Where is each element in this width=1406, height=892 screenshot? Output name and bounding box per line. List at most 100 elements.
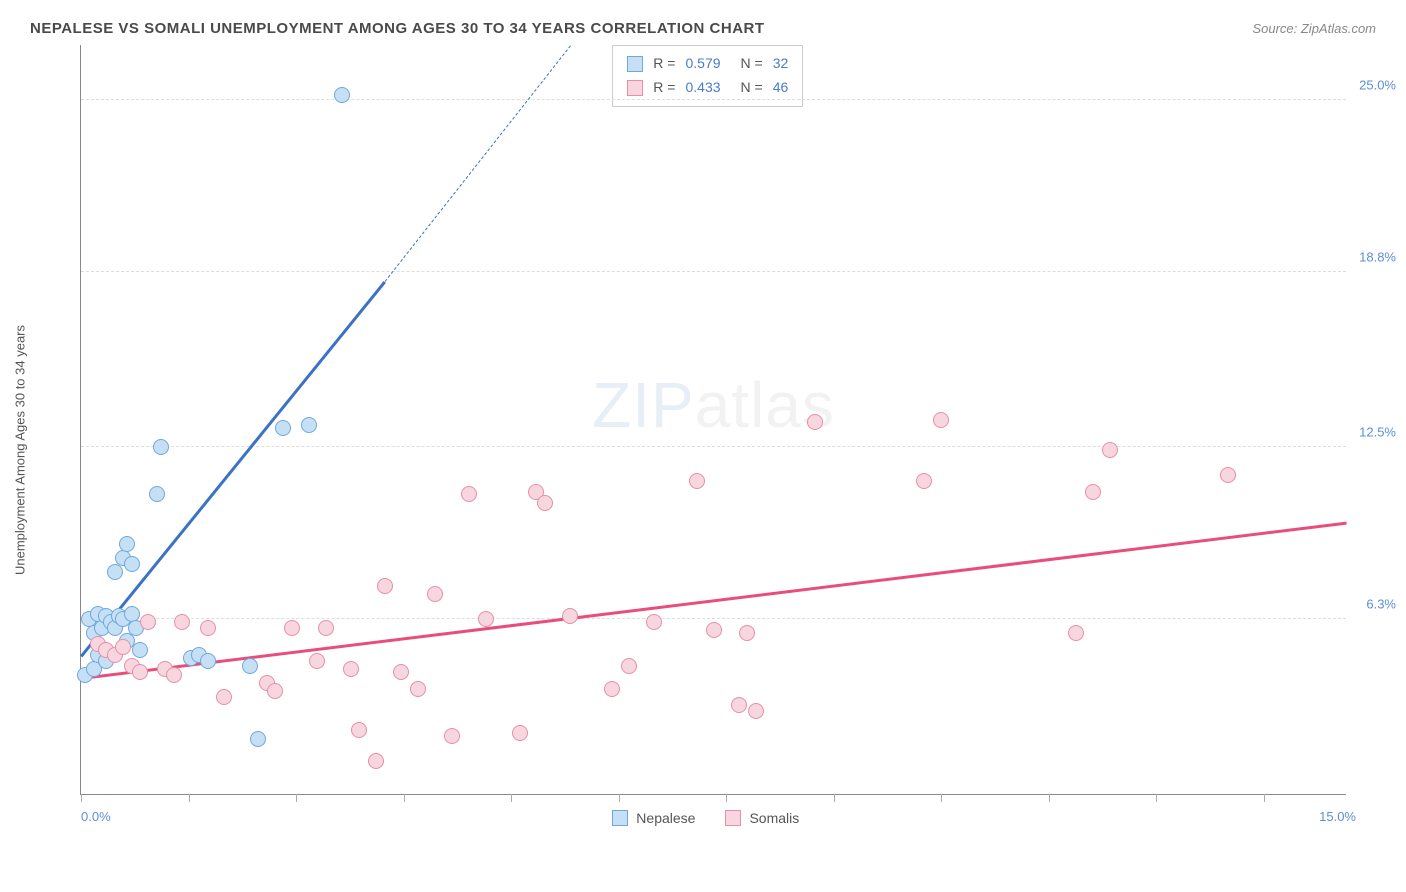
data-point	[107, 564, 123, 580]
data-point	[739, 625, 755, 641]
data-point	[731, 697, 747, 713]
data-point	[351, 722, 367, 738]
data-point	[1102, 442, 1118, 458]
legend-item: Somalis	[725, 810, 799, 826]
x-tick	[834, 794, 835, 802]
watermark: ZIPatlas	[592, 368, 835, 442]
trend-line	[384, 45, 570, 281]
data-point	[368, 753, 384, 769]
data-point	[132, 664, 148, 680]
data-point	[115, 639, 131, 655]
plot-area: ZIPatlas R =0.579N =32R =0.433N =46 0.0%…	[80, 45, 1346, 795]
r-label: R =	[653, 76, 675, 100]
data-point	[334, 87, 350, 103]
data-point	[153, 439, 169, 455]
n-label: N =	[741, 52, 763, 76]
r-value: 0.579	[685, 52, 720, 76]
legend-item: Nepalese	[612, 810, 695, 826]
data-point	[140, 614, 156, 630]
gridline	[81, 271, 1346, 272]
legend-swatch	[725, 810, 741, 826]
stats-box: R = 0.579 N = 32 R = 0.433 N = 46	[612, 45, 803, 107]
x-tick	[1264, 794, 1265, 802]
x-tick	[511, 794, 512, 802]
data-point	[706, 622, 722, 638]
data-point	[621, 658, 637, 674]
data-point	[427, 586, 443, 602]
legend-swatch	[612, 810, 628, 826]
data-point	[149, 486, 165, 502]
data-point	[604, 681, 620, 697]
data-point	[119, 536, 135, 552]
data-point	[132, 642, 148, 658]
source-attribution: Source: ZipAtlas.com	[1252, 21, 1376, 36]
x-tick	[404, 794, 405, 802]
x-axis-min-label: 0.0%	[81, 809, 111, 824]
data-point	[377, 578, 393, 594]
y-tick-label: 6.3%	[1351, 597, 1396, 612]
x-axis-max-label: 15.0%	[1319, 809, 1356, 824]
n-label: N =	[741, 76, 763, 100]
x-tick	[1156, 794, 1157, 802]
series-swatch	[627, 80, 643, 96]
y-tick-label: 12.5%	[1351, 425, 1396, 440]
y-tick-label: 25.0%	[1351, 78, 1396, 93]
x-tick	[1049, 794, 1050, 802]
chart-container: Unemployment Among Ages 30 to 34 years Z…	[30, 45, 1376, 855]
data-point	[478, 611, 494, 627]
legend-label: Somalis	[749, 810, 799, 826]
x-tick	[81, 794, 82, 802]
watermark-zip: ZIP	[592, 369, 695, 441]
x-tick	[726, 794, 727, 802]
data-point	[646, 614, 662, 630]
data-point	[933, 412, 949, 428]
n-value: 46	[773, 76, 789, 100]
data-point	[562, 608, 578, 624]
r-value: 0.433	[685, 76, 720, 100]
data-point	[318, 620, 334, 636]
data-point	[916, 473, 932, 489]
data-point	[242, 658, 258, 674]
y-tick-label: 18.8%	[1351, 250, 1396, 265]
data-point	[748, 703, 764, 719]
gridline	[81, 446, 1346, 447]
gridline	[81, 99, 1346, 100]
data-point	[1220, 467, 1236, 483]
series-swatch	[627, 56, 643, 72]
data-point	[275, 420, 291, 436]
data-point	[689, 473, 705, 489]
trend-line	[80, 281, 386, 657]
y-axis-label: Unemployment Among Ages 30 to 34 years	[13, 325, 28, 575]
data-point	[1068, 625, 1084, 641]
data-point	[174, 614, 190, 630]
data-point	[444, 728, 460, 744]
data-point	[512, 725, 528, 741]
chart-title: NEPALESE VS SOMALI UNEMPLOYMENT AMONG AG…	[30, 20, 765, 37]
gridline	[81, 618, 1346, 619]
data-point	[216, 689, 232, 705]
trend-line	[81, 522, 1346, 680]
data-point	[267, 683, 283, 699]
data-point	[807, 414, 823, 430]
data-point	[343, 661, 359, 677]
data-point	[200, 653, 216, 669]
data-point	[461, 486, 477, 502]
x-tick	[941, 794, 942, 802]
chart-header: NEPALESE VS SOMALI UNEMPLOYMENT AMONG AG…	[30, 20, 1376, 37]
data-point	[124, 556, 140, 572]
data-point	[166, 667, 182, 683]
data-point	[1085, 484, 1101, 500]
legend: Nepalese Somalis	[612, 810, 799, 826]
r-label: R =	[653, 52, 675, 76]
data-point	[393, 664, 409, 680]
x-tick	[296, 794, 297, 802]
data-point	[301, 417, 317, 433]
stats-row: R = 0.579 N = 32	[627, 52, 788, 76]
data-point	[309, 653, 325, 669]
data-point	[410, 681, 426, 697]
n-value: 32	[773, 52, 789, 76]
x-tick	[619, 794, 620, 802]
data-point	[537, 495, 553, 511]
x-tick	[189, 794, 190, 802]
data-point	[250, 731, 266, 747]
